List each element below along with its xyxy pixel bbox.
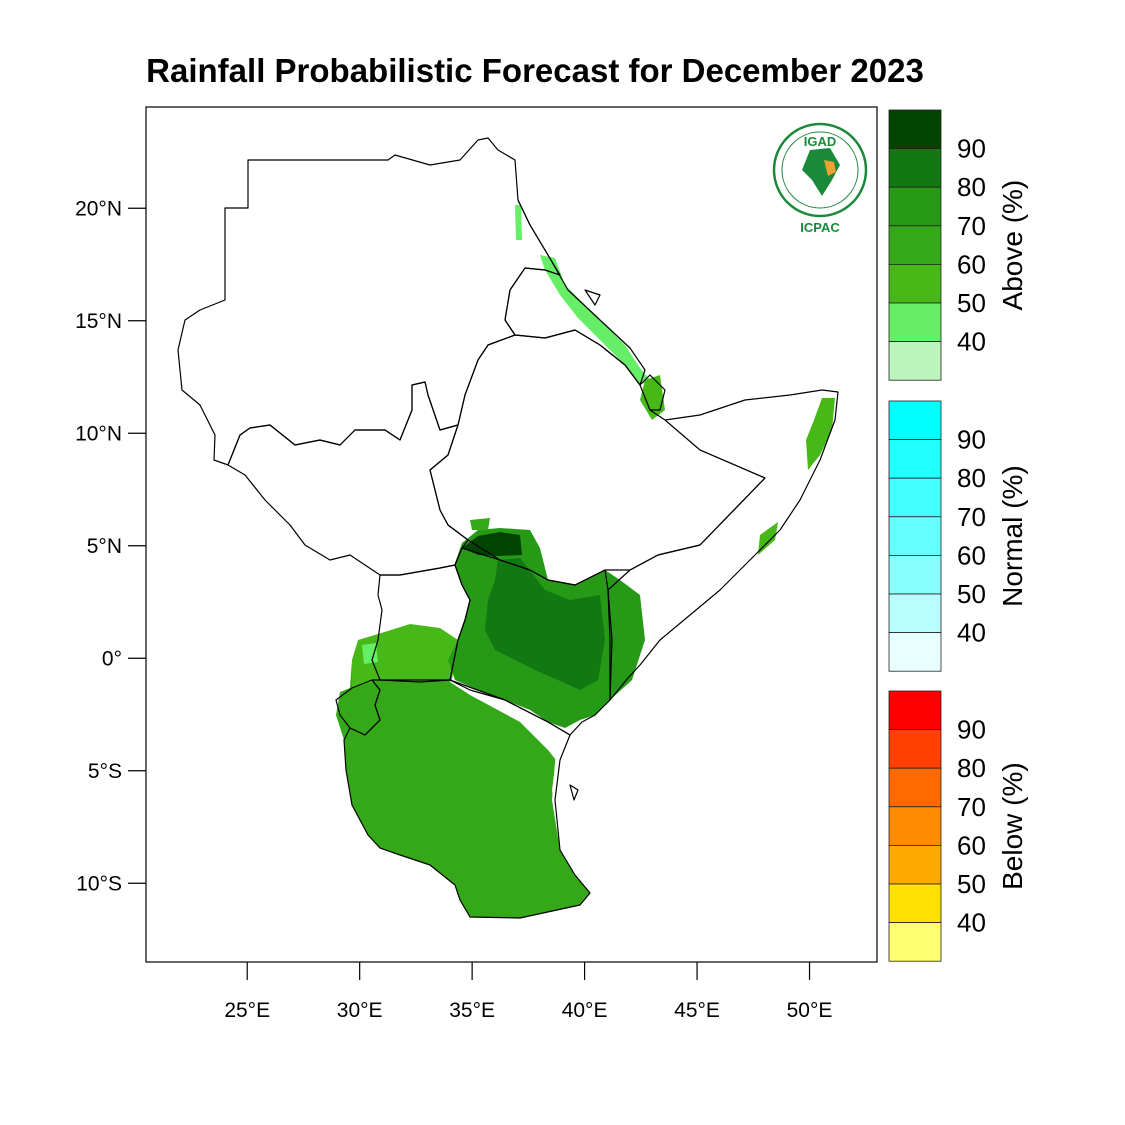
colorbar-cell: [888, 593, 942, 633]
colorbar-title: Above (%): [997, 180, 1028, 311]
horn-region-icon: [824, 160, 836, 176]
africa-icon: [802, 148, 840, 196]
lon-tick-label: 45°E: [674, 999, 720, 1022]
colorbar-above: 90 80 70 60 50 40 Above (%): [888, 109, 1028, 381]
colorbar-label: 90: [957, 715, 986, 745]
border-somalia: [607, 389, 839, 701]
colorbar-group: 90 80 70 60 50 40 Above (%) 90 80 70 60 50 40 Normal …: [888, 109, 1028, 962]
colorbar-label: 80: [957, 172, 986, 202]
colorbar-label: 90: [957, 425, 986, 455]
colorbar-label: 60: [957, 540, 986, 570]
lon-tick-label: 35°E: [449, 999, 495, 1022]
colorbar-cell: [888, 632, 942, 672]
colorbar-cell: [888, 477, 942, 518]
shading-above-80-core: [485, 558, 605, 690]
lon-tick-label: 40°E: [562, 999, 608, 1022]
colorbar-cell: [888, 400, 942, 440]
shading-eritrea-coast: [540, 255, 650, 385]
colorbar-title: Below (%): [997, 762, 1028, 890]
colorbar-label: 70: [957, 502, 986, 532]
colorbar-below: 90 80 70 60 50 40 Below (%): [888, 690, 1028, 962]
colorbar-label: 80: [957, 753, 986, 783]
shading-above-40-patch: [362, 643, 378, 664]
colorbar-cell: [888, 729, 942, 769]
colorbar-cell: [888, 439, 942, 479]
islands-dahlak: [584, 289, 601, 306]
lat-tick-label: 5°N: [87, 535, 122, 558]
lat-tick-label: 10°N: [75, 422, 122, 445]
colorbar-label: 50: [957, 579, 986, 609]
colorbar-label: 50: [957, 288, 986, 318]
chart-title: Rainfall Probabilistic Forecast for Dece…: [146, 52, 924, 89]
border-eritrea: [504, 199, 646, 386]
colorbar-cell: [888, 516, 942, 556]
colorbar-cell: [888, 148, 942, 188]
shading-above-60-south: [336, 626, 590, 918]
shading-sudan-strip: [515, 205, 522, 240]
lon-tick-label: 30°E: [337, 999, 383, 1022]
lat-tick-label: 20°N: [75, 197, 122, 220]
border-uganda: [371, 564, 471, 683]
colorbar-label: 70: [957, 211, 986, 241]
lon-tick-label: 50°E: [787, 999, 833, 1022]
lat-tick-label: 5°S: [88, 760, 122, 783]
colorbar-title: Normal (%): [997, 465, 1028, 607]
colorbar-cell: [888, 555, 942, 595]
colorbar-label: 40: [957, 908, 986, 938]
colorbar-label: 40: [957, 618, 986, 648]
colorbar-cell: [888, 883, 942, 923]
shading-somalia-tip: [806, 398, 835, 470]
lat-tick-label: 0°: [102, 647, 122, 670]
colorbar-cell: [888, 922, 942, 962]
forecast-shading: [336, 205, 835, 918]
colorbar-label: 60: [957, 249, 986, 279]
colorbar-cell: [888, 341, 942, 381]
map-layer: [177, 137, 839, 919]
shading-ssudan-dots: [470, 518, 490, 530]
colorbar-label: 70: [957, 792, 986, 822]
colorbar-cell: [888, 767, 942, 808]
colorbar-cell: [888, 225, 942, 265]
country-borders: [177, 137, 839, 919]
lon-tick-label: 25°E: [224, 999, 270, 1022]
colorbar-cell: [888, 263, 942, 304]
lat-axis: 20°N 15°N 10°N 5°N 0° 5°S 10°S: [75, 197, 146, 895]
colorbar-label: 50: [957, 869, 986, 899]
igad-icpac-logo: IGAD ICPAC: [772, 122, 868, 235]
shading-gap-coast: [552, 750, 590, 880]
islands-zanzibar: [569, 784, 579, 801]
colorbar-label: 90: [957, 134, 986, 164]
shading-above-90-top: [462, 532, 522, 556]
border-djibouti: [639, 374, 666, 411]
colorbar-label: 40: [957, 327, 986, 357]
shading-djibouti: [640, 375, 665, 420]
border-tanzania: [343, 679, 591, 919]
logo-bottom-text: ICPAC: [800, 220, 840, 235]
colorbar-cell: [888, 109, 942, 149]
colorbar-cell: [888, 186, 942, 227]
colorbar-cell: [888, 690, 942, 730]
colorbar-cell: [888, 302, 942, 342]
colorbar-label: 60: [957, 830, 986, 860]
logo-inner-ring: [781, 131, 859, 209]
lat-tick-label: 10°S: [76, 872, 122, 895]
colorbar-cell: [888, 806, 942, 846]
lat-tick-label: 15°N: [75, 310, 122, 333]
lon-axis: 25°E 30°E 35°E 40°E 45°E 50°E: [224, 962, 832, 1022]
colorbar-cell: [888, 845, 942, 885]
colorbar-normal: 90 80 70 60 50 40 Normal (%): [888, 400, 1028, 672]
logo-top-text: IGAD: [804, 134, 837, 149]
colorbar-label: 80: [957, 463, 986, 493]
